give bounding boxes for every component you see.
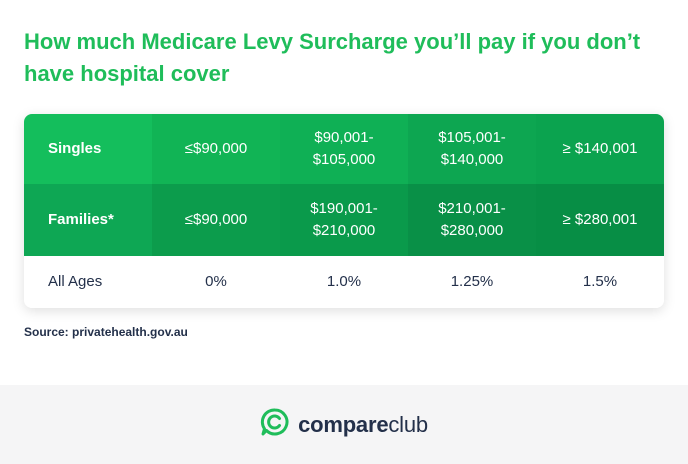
table-cell: $210,001- $280,000	[408, 184, 536, 256]
compareclub-logo[interactable]: compareclub	[260, 407, 428, 442]
table-row-families: Families* ≤$90,000 $190,001- $210,000 $2…	[24, 184, 664, 256]
surcharge-table: Singles ≤$90,000 $90,001- $105,000 $105,…	[24, 114, 664, 308]
table-cell: 1.5%	[582, 273, 618, 290]
table-cell: $105,001- $140,000	[408, 114, 536, 184]
table-cell: $190,001- $210,000	[280, 184, 408, 256]
source-note: Source: privatehealth.gov.au	[24, 325, 188, 339]
row-label-families: Families*	[24, 184, 152, 256]
table-cell: ≤$90,000	[152, 114, 280, 184]
table-row-all-ages: All Ages 0% 1.0% 1.25% 1.5%	[24, 256, 664, 308]
compareclub-speech-bubble-icon	[260, 407, 290, 442]
row-label-singles: Singles	[24, 114, 152, 184]
table-cell: ≥ $280,001	[536, 184, 664, 256]
footer: compareclub	[0, 385, 688, 464]
table-cell: ≥ $140,001	[536, 114, 664, 184]
table-cell: 1.0%	[326, 273, 362, 290]
brand-name: compareclub	[298, 411, 428, 437]
table-row-singles: Singles ≤$90,000 $90,001- $105,000 $105,…	[24, 114, 664, 184]
table-cell: ≤$90,000	[152, 184, 280, 256]
table-cell: 0%	[205, 273, 227, 290]
table-cell: 1.25%	[450, 273, 494, 290]
page-title: How much Medicare Levy Surcharge you’ll …	[24, 29, 641, 86]
table-cell: $90,001- $105,000	[280, 114, 408, 184]
row-label-all-ages: All Ages	[48, 273, 103, 290]
